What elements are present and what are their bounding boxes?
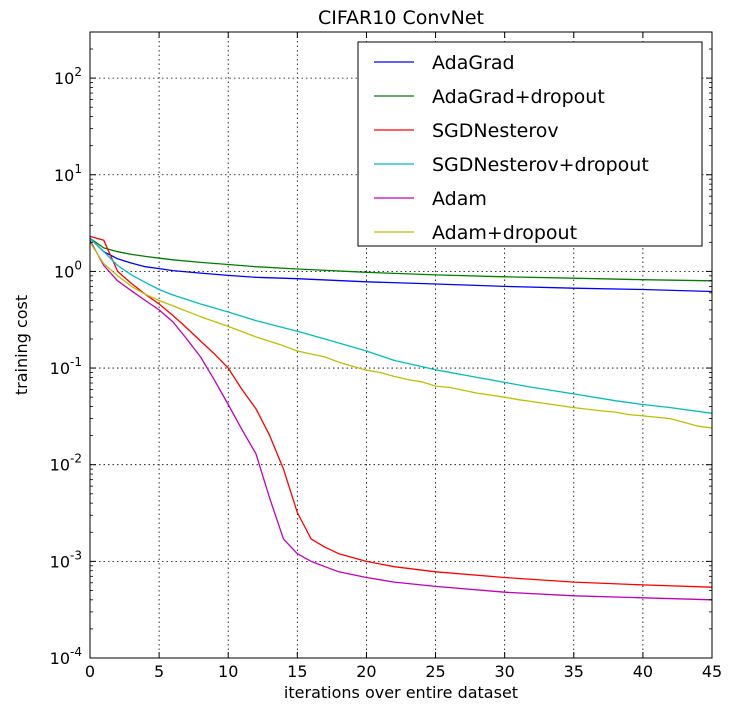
x-tick-label: 15	[287, 662, 307, 681]
x-axis-title: iterations over entire dataset	[284, 683, 518, 702]
x-tick-label: 20	[356, 662, 376, 681]
series-lines	[89, 235, 713, 601]
legend-label-3: SGDNesterov+dropout	[432, 154, 649, 176]
y-tick-label: 10-2	[50, 452, 82, 475]
series-line-4	[89, 239, 713, 601]
x-tick-label: 0	[85, 662, 95, 681]
y-tick-label: 10-3	[50, 548, 82, 571]
x-tick-label: 30	[494, 662, 514, 681]
series-line-0	[89, 237, 713, 293]
y-axis-title: training cost	[12, 295, 31, 395]
legend-label-2: SGDNesterov	[432, 120, 559, 142]
series-line-5	[89, 241, 713, 429]
y-tick-label: 10-1	[50, 355, 82, 378]
axis-ticks: 0 5 10 15 20 25 30 35 40 45 10-4 10-3 10-2 10-1 100 101…	[50, 32, 722, 681]
legend-label-4: Adam	[432, 188, 487, 210]
x-tick-label: 45	[702, 662, 722, 681]
legend-label-1: AdaGrad+dropout	[432, 86, 605, 108]
chart-title: CIFAR10 ConvNet	[318, 7, 484, 29]
x-tick-label: 25	[425, 662, 445, 681]
y-tick-label: 101	[54, 162, 82, 185]
x-tick-label: 10	[218, 662, 238, 681]
x-tick-label: 40	[633, 662, 653, 681]
series-line-3	[89, 237, 713, 414]
legend-label-5: Adam+dropout	[432, 222, 577, 244]
y-tick-label: 100	[54, 258, 82, 281]
y-tick-label: 102	[54, 65, 82, 88]
plot-frame	[89, 31, 713, 659]
y-tick-label: 10-4	[50, 645, 82, 668]
legend-label-0: AdaGrad	[432, 52, 515, 74]
legend-box	[357, 41, 703, 247]
legend: AdaGrad AdaGrad+dropout SGDNesterov SGDNest…	[357, 41, 703, 247]
series-line-1	[89, 237, 713, 282]
x-tick-label: 5	[154, 662, 164, 681]
x-tick-label: 35	[564, 662, 584, 681]
